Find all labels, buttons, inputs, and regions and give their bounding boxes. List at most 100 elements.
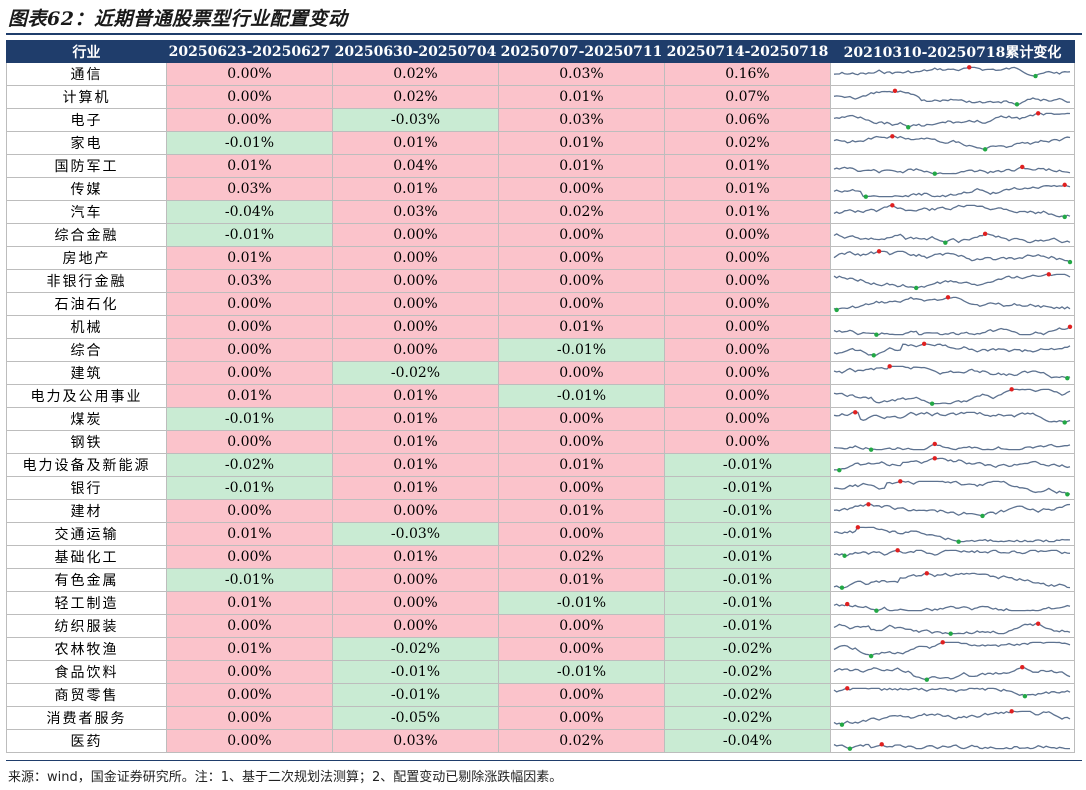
change-cell: 0.01% — [664, 154, 831, 178]
change-cell: 0.02% — [664, 131, 831, 155]
change-cell: 0.00% — [166, 683, 333, 707]
change-cell: 0.00% — [664, 430, 831, 454]
change-cell: 0.00% — [498, 614, 665, 638]
industry-name: 食品饮料 — [6, 660, 167, 684]
sparkline-series — [833, 572, 1071, 588]
change-cell: 0.16% — [664, 62, 831, 86]
sparkline-series — [833, 183, 1071, 197]
cumulative-sparkline — [830, 131, 1075, 155]
sparkline-trough-marker — [834, 307, 839, 312]
sparkline-peak-marker — [932, 455, 937, 461]
sparkline-chart — [833, 621, 1071, 636]
sparkline-chart — [833, 164, 1071, 176]
sparkline-peak-marker — [924, 570, 930, 576]
sparkline-chart — [833, 441, 1071, 452]
change-cell: -0.01% — [664, 568, 831, 592]
change-cell: 0.00% — [332, 614, 499, 638]
sparkline-trough-marker — [914, 285, 919, 290]
sparkline-chart — [833, 664, 1071, 682]
sparkline-series — [833, 112, 1071, 128]
change-cell: 0.00% — [664, 223, 831, 247]
sparkline-series — [833, 165, 1071, 174]
sparkline-trough-marker — [1065, 375, 1070, 380]
sparkline-series — [833, 526, 1071, 542]
change-cell: 0.00% — [498, 407, 665, 431]
change-cell: 0.01% — [664, 200, 831, 224]
header-industry: 行业 — [6, 40, 167, 63]
sparkline-chart — [833, 570, 1071, 590]
sparkline-series — [833, 457, 1071, 471]
sparkline-peak-marker — [879, 741, 884, 747]
change-cell: 0.03% — [498, 108, 665, 132]
change-cell: 0.04% — [332, 154, 499, 178]
table-row: 房地产 0.01% 0.00% 0.00% 0.00% — [6, 246, 1075, 270]
change-cell: 0.02% — [498, 200, 665, 224]
cumulative-sparkline — [830, 85, 1075, 109]
sparkline-chart — [833, 501, 1071, 518]
cumulative-sparkline — [830, 108, 1075, 132]
change-cell: 0.00% — [166, 315, 333, 339]
sparkline-series — [833, 641, 1071, 657]
sparkline-trough-marker — [980, 513, 985, 518]
sparkline-chart — [833, 601, 1071, 613]
sparkline-chart — [833, 88, 1071, 107]
sparkline-chart — [833, 685, 1071, 698]
table-row: 消费者服务 0.00% -0.05% 0.00% -0.02% — [6, 706, 1075, 730]
change-cell: 0.03% — [166, 177, 333, 201]
sparkline-trough-marker — [868, 446, 874, 452]
header-row: 行业 20250623-20250627 20250630-20250704 2… — [6, 40, 1075, 63]
industry-name: 建筑 — [6, 361, 167, 385]
change-cell: 0.00% — [498, 637, 665, 661]
table-row: 轻工制造 0.01% 0.00% -0.01% -0.01% — [6, 591, 1075, 615]
sparkline-peak-marker — [940, 639, 945, 645]
cumulative-sparkline — [830, 361, 1075, 385]
sparkline-chart — [833, 741, 1070, 751]
change-cell: 0.07% — [664, 85, 831, 109]
change-cell: -0.03% — [332, 108, 499, 132]
sparkline-peak-marker — [895, 547, 900, 553]
change-cell: 0.01% — [332, 430, 499, 454]
change-cell: -0.01% — [498, 660, 665, 684]
cumulative-sparkline — [830, 545, 1075, 569]
table-row: 建筑 0.00% -0.02% 0.00% 0.00% — [6, 361, 1075, 385]
change-cell: 0.00% — [166, 499, 333, 523]
change-cell: 0.00% — [664, 338, 831, 362]
cumulative-sparkline — [830, 683, 1075, 707]
industry-name: 电力设备及新能源 — [6, 453, 167, 477]
sparkline-chart — [833, 248, 1073, 264]
sparkline-trough-marker — [874, 331, 879, 337]
change-cell: -0.02% — [166, 453, 333, 477]
change-cell: 0.00% — [166, 85, 333, 109]
table-row: 医药 0.00% 0.03% 0.02% -0.04% — [6, 729, 1075, 753]
change-cell: 0.00% — [498, 476, 665, 500]
sparkline-trough-marker — [929, 400, 935, 406]
sparkline-peak-marker — [898, 478, 903, 484]
sparkline-peak-marker — [1020, 664, 1025, 669]
industry-name: 基础化工 — [6, 545, 167, 569]
sparkline-trough-marker — [839, 584, 845, 590]
change-cell: 0.00% — [664, 384, 831, 408]
table-row: 食品饮料 0.00% -0.01% -0.01% -0.02% — [6, 660, 1075, 684]
change-cell: -0.01% — [332, 660, 499, 684]
change-cell: 0.00% — [332, 338, 499, 362]
sparkline-series — [833, 710, 1071, 725]
change-cell: 0.02% — [332, 62, 499, 86]
change-cell: 0.00% — [498, 223, 665, 247]
sparkline-chart — [833, 231, 1071, 245]
sparkline-series — [833, 411, 1071, 423]
change-cell: 0.00% — [166, 361, 333, 385]
cumulative-sparkline — [830, 62, 1075, 86]
sparkline-peak-marker — [866, 501, 871, 507]
sparkline-chart — [833, 202, 1071, 219]
sparkline-series — [833, 135, 1071, 150]
sparkline-chart — [833, 294, 1071, 312]
change-cell: 0.01% — [332, 407, 499, 431]
cumulative-sparkline — [830, 568, 1075, 592]
sparkline-series — [833, 743, 1070, 749]
industry-name: 建材 — [6, 499, 167, 523]
industry-name: 钢铁 — [6, 430, 167, 454]
change-cell: 0.01% — [166, 246, 333, 270]
sparkline-series — [833, 480, 1071, 495]
change-cell: 0.00% — [664, 246, 831, 270]
sparkline-trough-marker — [868, 653, 874, 658]
